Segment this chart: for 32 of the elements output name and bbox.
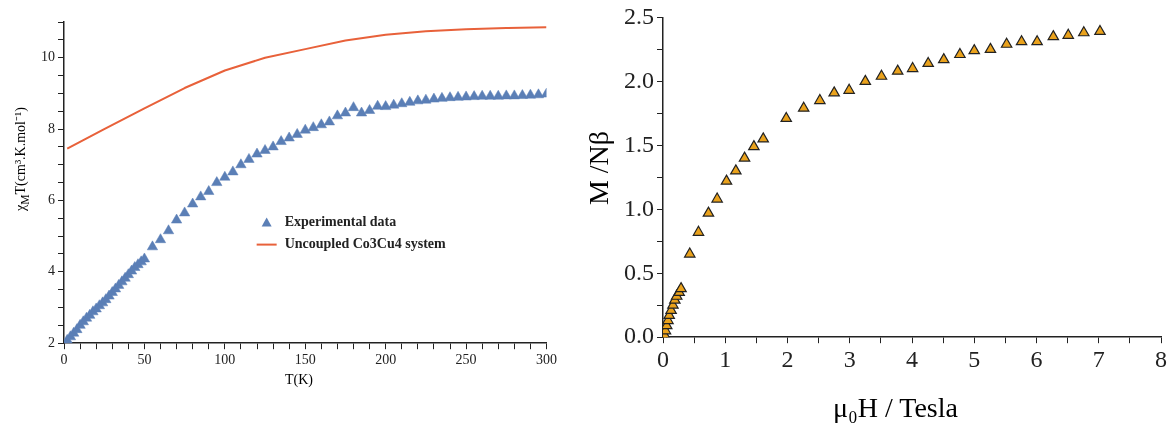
y-tick-label: 0.0 — [624, 322, 654, 349]
y-tick-label: 2.0 — [624, 66, 654, 93]
x-tick-label: 4 — [906, 345, 918, 372]
x-axis-title: T(K) — [284, 372, 314, 388]
x-tick-label: 6 — [1030, 345, 1043, 372]
y-tick-label: 4 — [48, 263, 55, 279]
y-tick-label: 0.5 — [624, 258, 654, 285]
x-tick-label: 3 — [843, 345, 856, 372]
x-tick-label: 0 — [657, 345, 669, 372]
x-tick-label: 200 — [375, 352, 397, 368]
y-tick-label: 2 — [48, 334, 55, 350]
y-tick-label: 6 — [48, 192, 55, 208]
x-tick-label: 1 — [719, 345, 732, 372]
x-tick-label: 150 — [294, 352, 316, 368]
x-tick-label: 8 — [1155, 345, 1167, 372]
x-tick-label: 7 — [1092, 345, 1105, 372]
x-tick-label: 250 — [455, 352, 477, 368]
y-tick-label: 2.5 — [624, 2, 654, 29]
x-tick-label: 300 — [536, 352, 557, 368]
x-axis-title: μ₀H / Tesla — [832, 392, 959, 424]
x-tick-label: 50 — [137, 352, 152, 368]
y-tick-label: 8 — [48, 120, 55, 136]
y-tick-label: 1.0 — [624, 194, 654, 221]
x-tick-label: 100 — [214, 352, 236, 368]
y-tick-label: 1.5 — [624, 130, 654, 157]
y-axis-title: M /Nβ — [583, 130, 614, 206]
x-tick-label: 5 — [968, 345, 981, 372]
x-tick-label: 0 — [60, 352, 68, 368]
legend-label: Experimental data — [284, 214, 397, 230]
legend-label: Uncoupled Co3Cu4 system — [284, 236, 446, 252]
y-tick-label: 10 — [41, 49, 55, 65]
x-tick-label: 2 — [781, 345, 794, 372]
